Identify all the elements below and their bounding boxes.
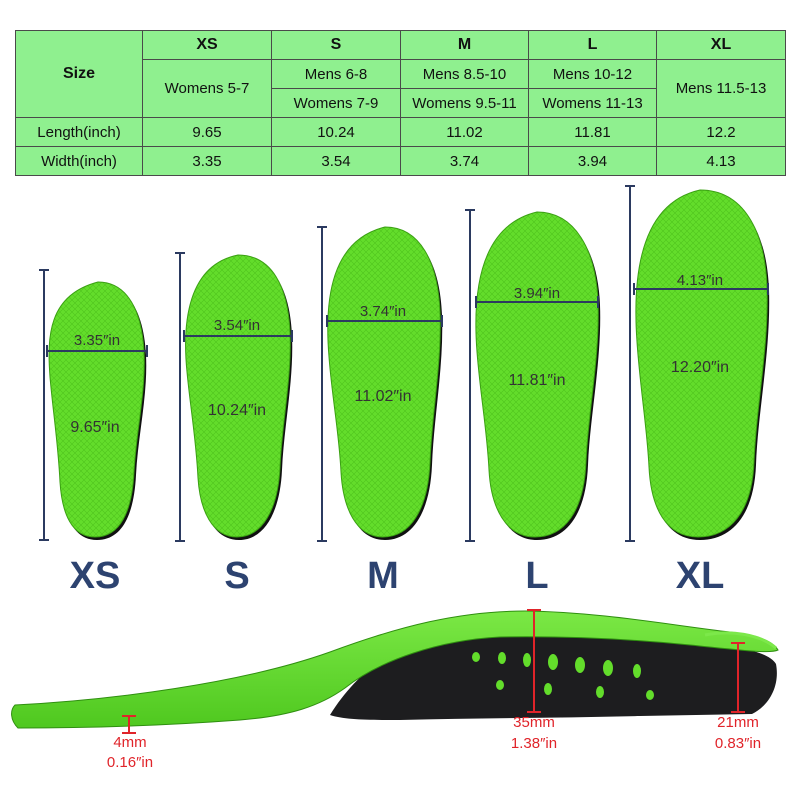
- width-m: 3.74: [400, 146, 529, 176]
- s-width-label: 3.54″in: [214, 317, 260, 334]
- heel-depth-marker: 21mm 0.83″in: [715, 642, 761, 752]
- l-width-label: 3.94″in: [514, 285, 560, 302]
- fit-s-womens: Womens 7-9: [271, 88, 401, 118]
- width-s: 3.54: [271, 146, 401, 176]
- size-xs-header: XS: [142, 30, 272, 60]
- s-size-label: S: [224, 555, 249, 597]
- arch-height-marker: 35mm 1.38″in: [511, 609, 557, 752]
- fit-l-womens: Womens 11-13: [528, 88, 657, 118]
- insole-xl: 4.13″in 12.20″in XL: [625, 185, 770, 597]
- size-header: Size: [15, 30, 143, 118]
- s-length-label: 10.24″in: [208, 402, 266, 419]
- insole-xs: 3.35″in 9.65″in XS: [39, 269, 148, 597]
- length-l: 11.81: [528, 117, 657, 147]
- toe-mm-label: 4mm: [113, 734, 146, 751]
- m-size-label: M: [367, 555, 399, 597]
- xs-size-label: XS: [70, 555, 121, 597]
- arch-in-label: 1.38″in: [511, 735, 557, 752]
- arch-mm-label: 35mm: [513, 714, 555, 731]
- m-width-label: 3.74″in: [360, 303, 406, 320]
- length-s: 10.24: [271, 117, 401, 147]
- xl-width-label: 4.13″in: [677, 272, 723, 289]
- fit-l-mens: Mens 10-12: [528, 59, 657, 89]
- heel-in-label: 0.83″in: [715, 735, 761, 752]
- insole-l: 3.94″in 11.81″in L: [465, 209, 601, 597]
- size-s-header: S: [271, 30, 401, 60]
- fit-m-mens: Mens 8.5-10: [400, 59, 529, 89]
- xs-length-label: 9.65″in: [70, 419, 119, 436]
- xl-size-label: XL: [676, 555, 725, 597]
- l-length-label: 11.81″in: [509, 372, 566, 389]
- size-chart-table: Size XS S M L XL Womens 5-7 Mens 6-8 Men…: [15, 30, 786, 176]
- length-xs: 9.65: [142, 117, 272, 147]
- width-row-label: Width(inch): [15, 146, 143, 176]
- toe-in-label: 0.16″in: [107, 754, 153, 771]
- insole-s: 3.54″in 10.24″in S: [175, 252, 293, 597]
- insole-side-profile: 4mm 0.16″in 35mm 1.38″in 21mm 0.83″in: [11, 609, 779, 771]
- size-xl-header: XL: [656, 30, 786, 60]
- heel-mm-label: 21mm: [717, 714, 759, 731]
- toe-thickness-marker: 4mm 0.16″in: [107, 715, 153, 771]
- xs-width-label: 3.35″in: [74, 332, 120, 349]
- length-row-label: Length(inch): [15, 117, 143, 147]
- size-m-header: M: [400, 30, 529, 60]
- l-size-label: L: [525, 555, 548, 597]
- fit-s-mens: Mens 6-8: [271, 59, 401, 89]
- width-l: 3.94: [528, 146, 657, 176]
- fit-m-womens: Womens 9.5-11: [400, 88, 529, 118]
- width-xl: 4.13: [656, 146, 786, 176]
- xl-length-label: 12.20″in: [671, 359, 729, 376]
- m-length-label: 11.02″in: [355, 388, 412, 405]
- width-xs: 3.35: [142, 146, 272, 176]
- insole-m: 3.74″in 11.02″in M: [317, 226, 443, 597]
- fit-xs: Womens 5-7: [142, 59, 272, 118]
